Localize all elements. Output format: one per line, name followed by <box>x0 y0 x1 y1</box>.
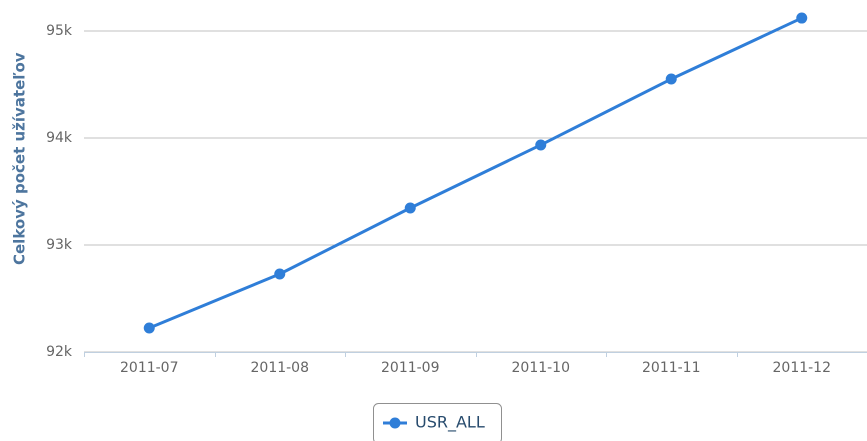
x-tick-label: 2011-11 <box>642 360 701 376</box>
data-point <box>143 322 155 334</box>
data-point <box>274 268 286 280</box>
data-point <box>665 73 677 85</box>
legend-box <box>373 403 502 441</box>
y-tick-label: 95k <box>46 23 73 39</box>
data-point <box>535 139 547 151</box>
x-tick-label: 2011-08 <box>251 360 310 376</box>
series-line <box>148 16 803 330</box>
legend-symbol-marker <box>389 417 401 429</box>
data-point <box>796 12 808 24</box>
y-tick-label: 94k <box>46 130 73 146</box>
x-tick-label: 2011-07 <box>120 360 179 376</box>
data-point <box>404 202 416 214</box>
x-tick-label: 2011-12 <box>773 360 832 376</box>
y-axis-title: Celkový počet užívateľov <box>11 52 29 265</box>
y-tick-label: 93k <box>46 237 73 253</box>
y-tick-label: 92k <box>46 344 73 360</box>
x-tick-label: 2011-10 <box>512 360 571 376</box>
x-tick-label: 2011-09 <box>381 360 440 376</box>
legend-label: USR_ALL <box>415 413 485 433</box>
